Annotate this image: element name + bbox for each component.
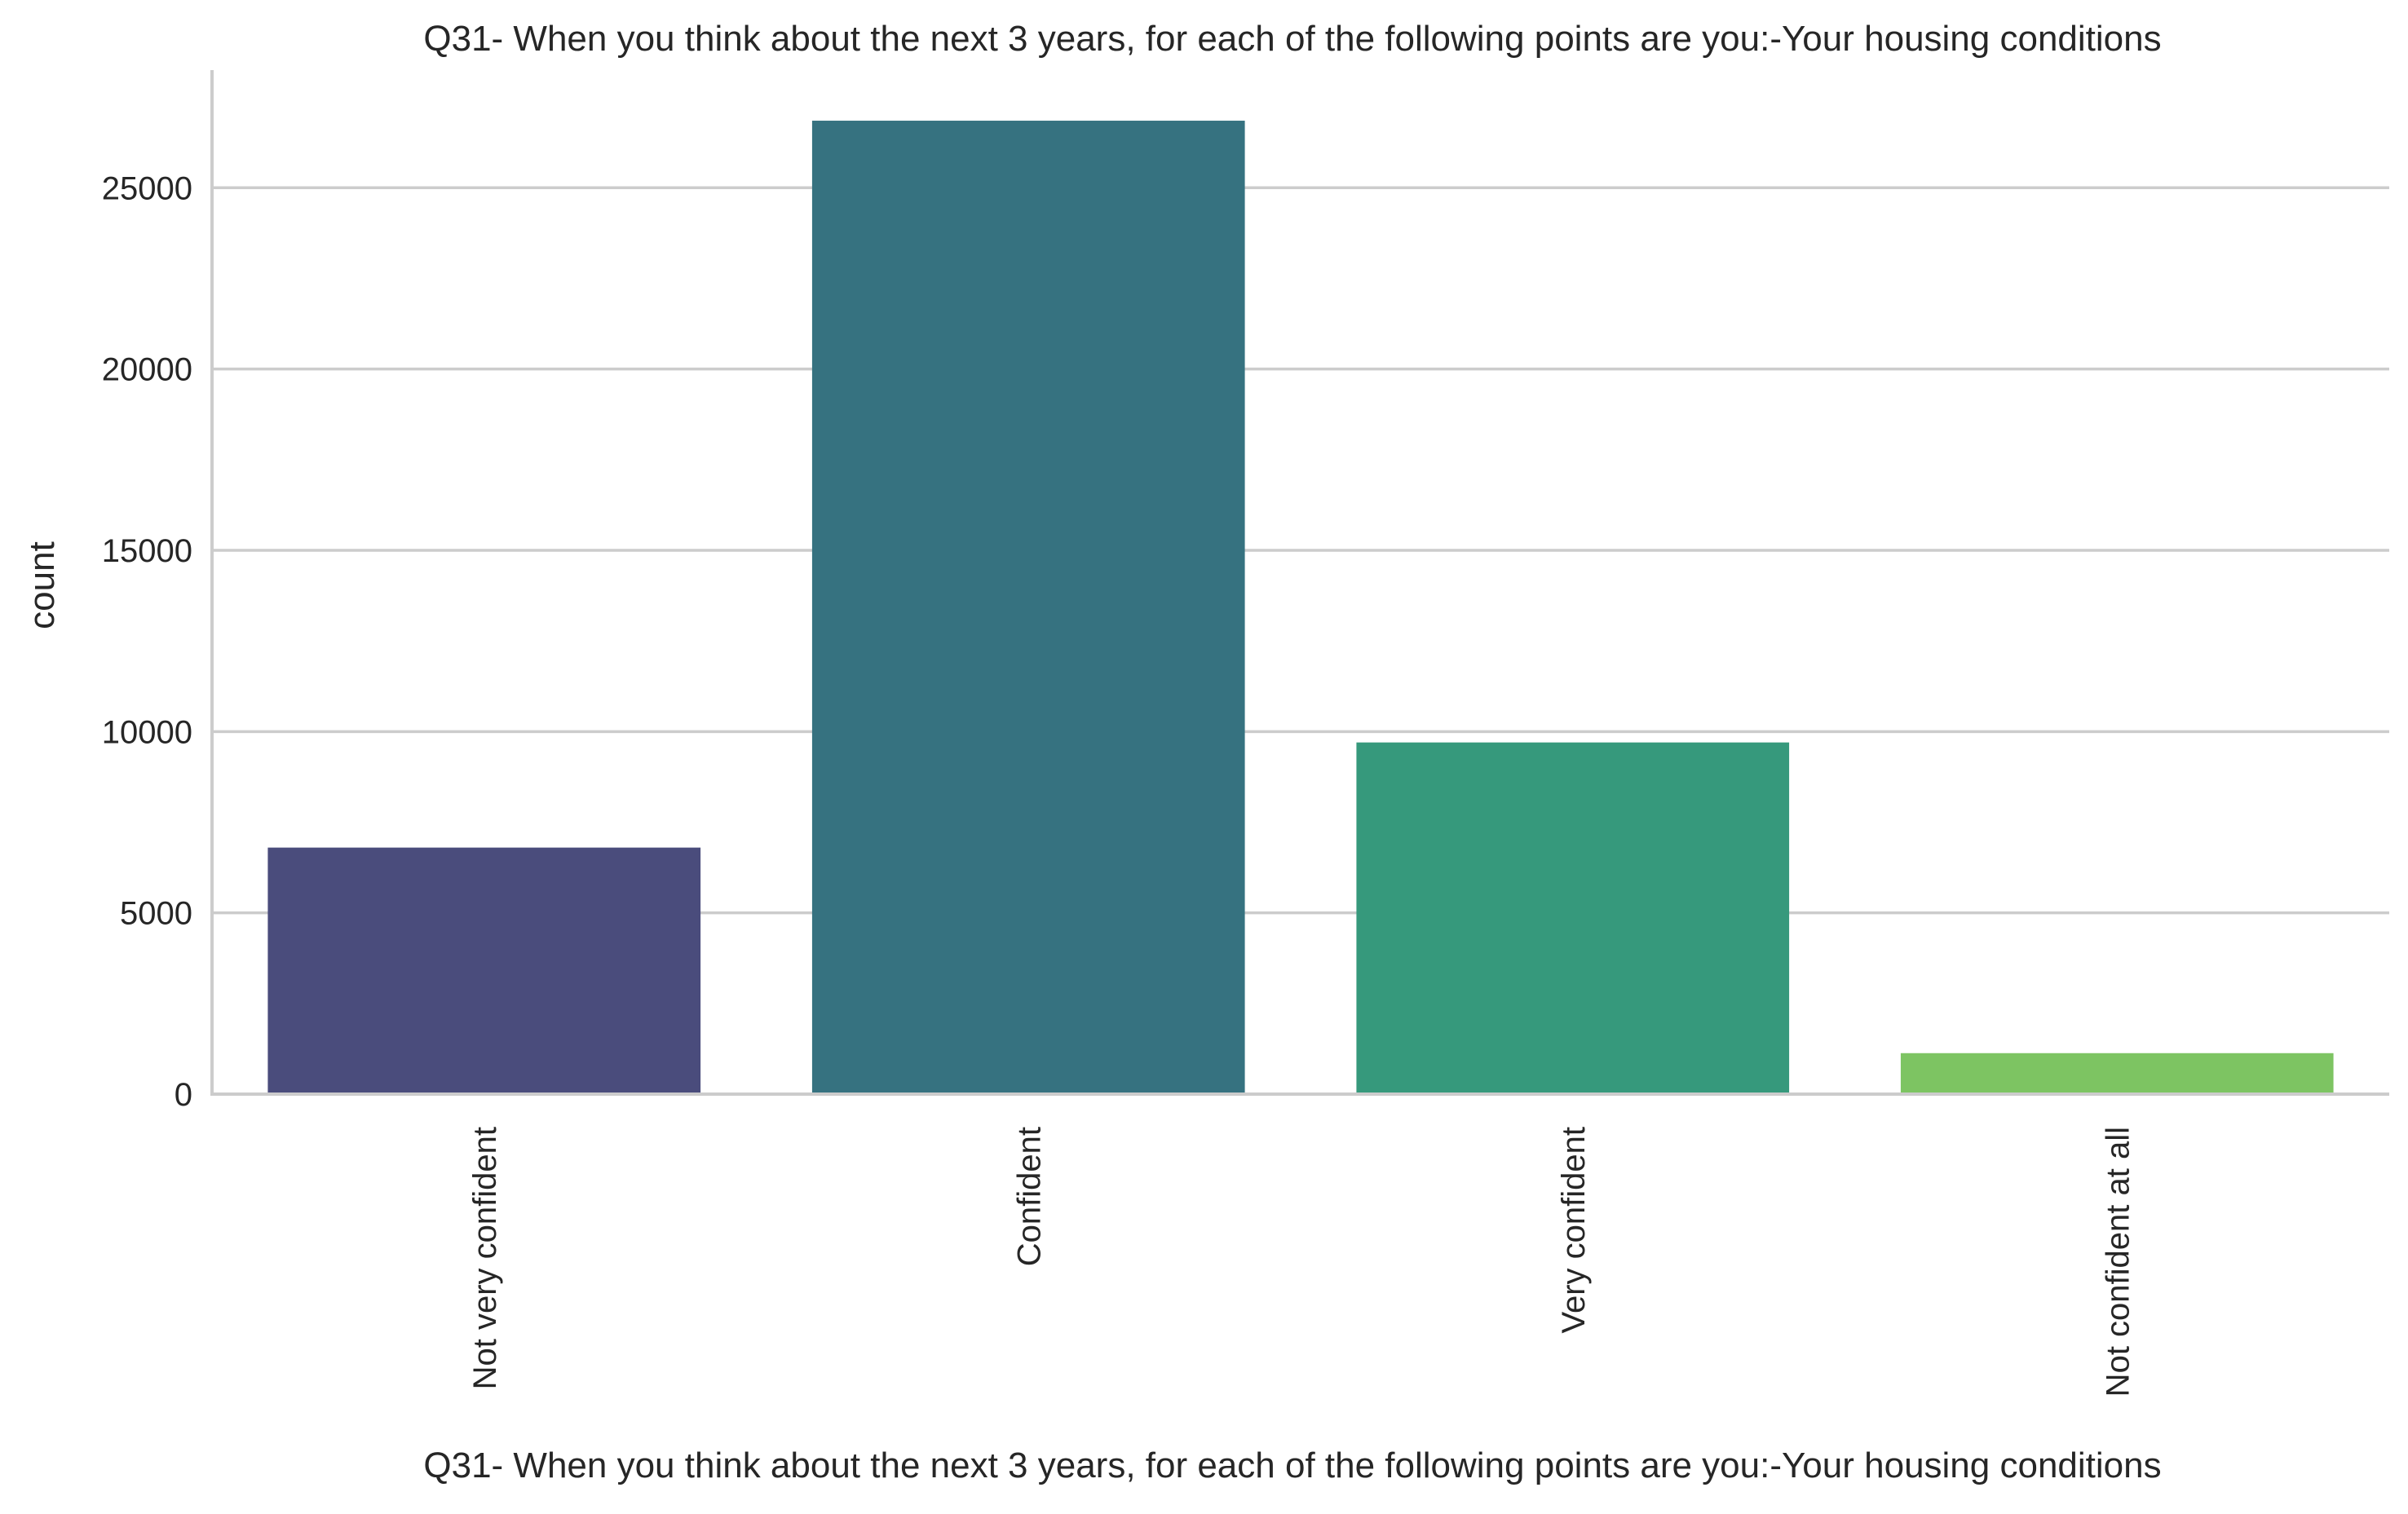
bar — [267, 847, 701, 1094]
x-axis-label: Q31- When you think about the next 3 yea… — [423, 1446, 2161, 1485]
y-tick-label: 20000 — [102, 352, 192, 388]
y-tick-label: 5000 — [120, 896, 192, 932]
bars — [267, 121, 2334, 1094]
y-tick-label: 10000 — [102, 714, 192, 750]
gridlines — [212, 186, 2389, 915]
y-tick-labels: 0 5000 10000 15000 20000 25000 — [102, 170, 192, 1113]
bar — [1900, 1053, 2334, 1094]
bar — [811, 121, 1245, 1094]
x-tick-label: Not very confident — [467, 1127, 503, 1389]
x-tick-label: Confident — [1011, 1127, 1047, 1266]
y-tick-label: 0 — [175, 1077, 192, 1113]
y-tick-label: 15000 — [102, 533, 192, 569]
bar — [1356, 742, 1790, 1094]
x-tick-label: Not confident at all — [2100, 1127, 2136, 1397]
chart-title: Q31- When you think about the next 3 yea… — [423, 19, 2161, 59]
y-axis-label: count — [22, 541, 62, 629]
x-tick-labels: Not very confident Confident Very confiden… — [467, 1127, 2136, 1397]
y-tick-label: 25000 — [102, 170, 192, 206]
x-tick-label: Very confident — [1556, 1127, 1592, 1334]
axes — [210, 70, 2389, 1096]
